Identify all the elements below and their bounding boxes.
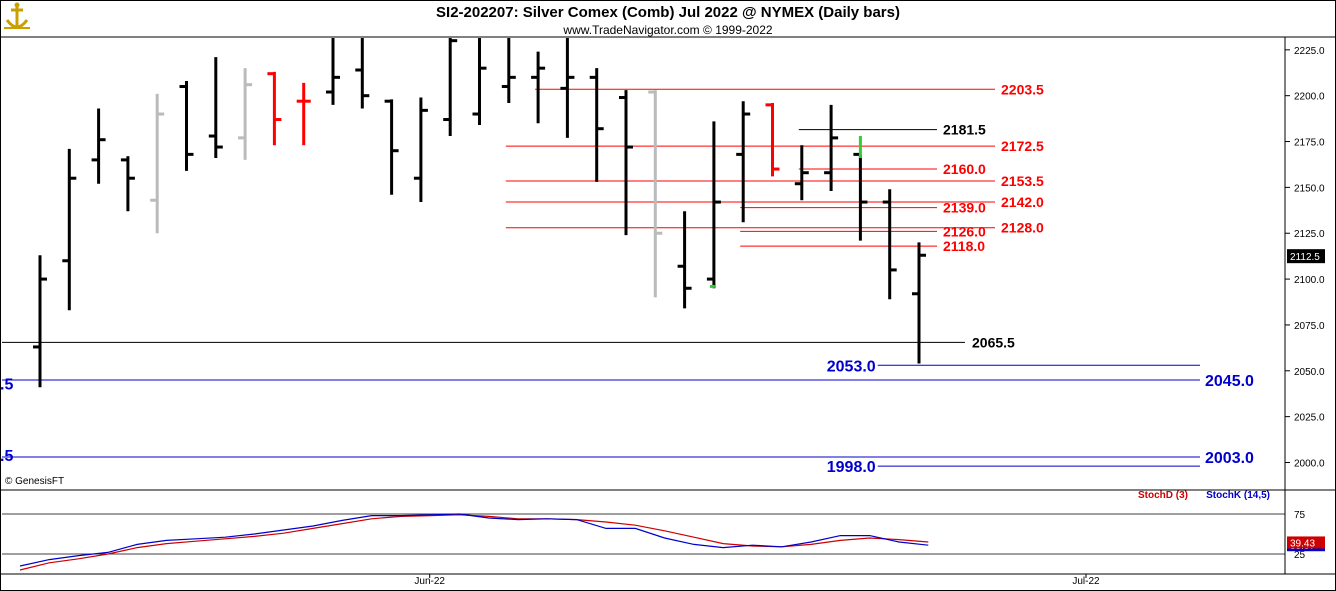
price-bar <box>648 90 663 298</box>
price-bar <box>355 38 370 109</box>
edge-level-label: .5 <box>0 377 13 394</box>
price-tick-label: 2175.0 <box>1294 138 1325 149</box>
date-tick-label: Jul-22 <box>1072 576 1100 587</box>
level-label: 1998.0 <box>827 459 876 476</box>
stoch-d-legend: StochD (3) <box>1138 490 1188 501</box>
price-bar <box>912 242 926 364</box>
price-bar <box>267 71 282 146</box>
watermark: © GenesisFT <box>5 476 64 487</box>
last-price-box <box>1287 249 1325 264</box>
date-tick-label: Jun-22 <box>414 576 445 587</box>
level-label: 2139.0 <box>943 200 986 216</box>
price-tick-label: 2100.0 <box>1294 275 1325 286</box>
price-bar <box>33 255 47 388</box>
anchor-logo-icon <box>4 2 30 29</box>
price-tick-label: 2125.0 <box>1294 229 1325 240</box>
level-label: 2065.5 <box>972 334 1015 350</box>
price-bar <box>501 38 516 104</box>
price-bar <box>472 38 487 126</box>
level-label: 2153.5 <box>1001 173 1044 189</box>
price-axis: 2000.0 2025.0 2050.0 2075.0 2100.0 2125.0 2150… <box>1285 46 1325 469</box>
stoch-d-value: 39.43 <box>1290 538 1315 549</box>
stoch-lines <box>19 513 929 571</box>
price-bar <box>589 68 604 182</box>
price-bar <box>326 38 340 105</box>
price-bar <box>62 148 77 311</box>
price-bar <box>619 90 633 236</box>
price-tick-label: 2225.0 <box>1294 46 1325 57</box>
date-axis: Jun-22 Jul-22 <box>414 574 1100 587</box>
chart-title: SI2-202207: Silver Comex (Comb) Jul 2022… <box>436 4 900 21</box>
price-tick-label: 2000.0 <box>1294 458 1325 469</box>
price-tick-label: 2150.0 <box>1294 183 1325 194</box>
price-bar <box>443 38 458 137</box>
stoch-k-line <box>19 513 929 567</box>
price-bar <box>120 156 135 212</box>
price-bar <box>413 97 428 203</box>
level-label: 2126.0 <box>943 223 986 239</box>
price-tick-label: 2200.0 <box>1294 92 1325 103</box>
level-lines: 2203.5 2181.5 2172.5 2160.0 2153.5 2142.0 2139… <box>0 81 1254 476</box>
price-bars <box>33 38 926 388</box>
chart-subtitle: www.TradeNavigator.com © 1999-2022 <box>562 23 772 37</box>
price-bar <box>150 93 165 234</box>
price-bar <box>560 38 575 138</box>
level-label: 2181.5 <box>943 122 986 138</box>
price-bar <box>531 51 546 124</box>
stoch-k-legend: StochK (14,5) <box>1206 490 1270 501</box>
price-bar <box>824 104 839 192</box>
level-label: 2128.0 <box>1001 220 1044 236</box>
price-bar <box>882 189 897 300</box>
last-price-label: 2112.5 <box>1290 252 1320 263</box>
level-label: 2160.0 <box>943 161 986 177</box>
price-bar <box>765 103 780 177</box>
price-tick-label: 2025.0 <box>1294 413 1325 424</box>
stoch-d-value-box <box>1287 536 1325 549</box>
price-bar <box>296 82 311 146</box>
price-bar <box>706 121 721 289</box>
edge-level-label: .5 <box>0 448 13 465</box>
price-bar <box>677 211 692 309</box>
level-label: 2045.0 <box>1205 373 1254 390</box>
level-label: 2203.5 <box>1001 81 1044 97</box>
price-bar <box>91 108 106 184</box>
price-bar <box>384 99 399 195</box>
level-label: 2142.0 <box>1001 194 1044 210</box>
level-label: 2118.0 <box>943 238 985 254</box>
level-label: 2003.0 <box>1205 450 1254 467</box>
price-bar <box>794 145 809 201</box>
stoch-tick-label: 75 <box>1294 510 1306 521</box>
price-bar <box>238 68 253 160</box>
price-bar <box>736 101 751 223</box>
price-bar <box>208 57 223 159</box>
stoch-tick-label: 25 <box>1294 550 1306 561</box>
level-label: 2172.5 <box>1001 138 1044 154</box>
price-tick-label: 2075.0 <box>1294 321 1325 332</box>
price-tick-label: 2050.0 <box>1294 367 1325 378</box>
price-bar <box>179 81 194 171</box>
level-label: 2053.0 <box>827 358 876 375</box>
